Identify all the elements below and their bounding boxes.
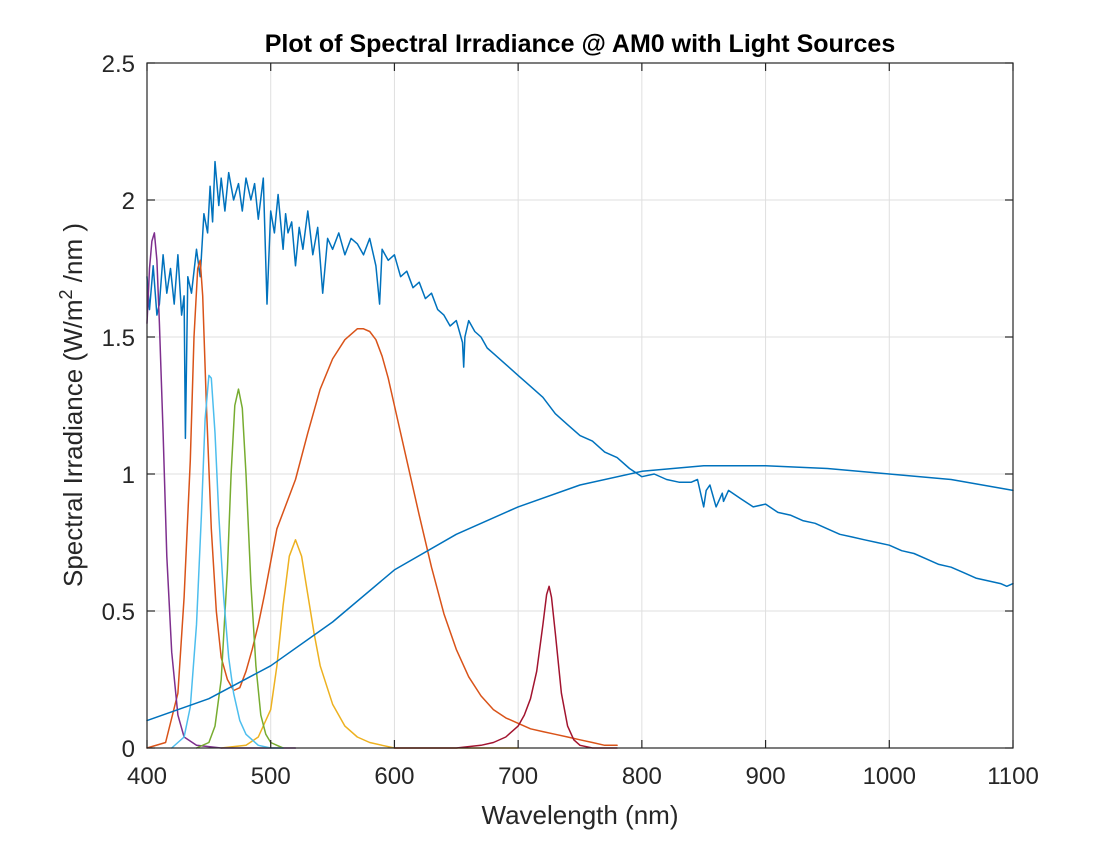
x-tick-label: 500 xyxy=(251,763,291,790)
y-tick-label: 1 xyxy=(122,462,135,489)
y-axis-label: Spectral Irradiance (W/m2 /nm ) xyxy=(56,223,88,587)
series-line-7 xyxy=(393,585,618,749)
series-line-2 xyxy=(146,259,618,749)
y-tick-label: 2 xyxy=(122,188,135,215)
x-tick-label: 600 xyxy=(374,763,414,790)
series-line-1 xyxy=(146,160,1014,588)
series-line-3 xyxy=(220,539,519,749)
x-tick-label: 400 xyxy=(127,763,167,790)
x-tick-label: 1100 xyxy=(987,763,1039,790)
series-layer xyxy=(146,160,1014,749)
x-tick-label: 1000 xyxy=(863,763,916,790)
x-axis-label: Wavelength (nm) xyxy=(482,800,679,830)
series-line-5 xyxy=(195,388,284,749)
x-tick-label: 900 xyxy=(746,763,786,790)
x-tick-label: 800 xyxy=(622,763,662,790)
tick-layer: 400 500 600 700 800 900 1000 1100 0 0.5 1 1.5 2 2.5 xyxy=(102,51,1039,790)
plot-area-frame xyxy=(146,62,1014,749)
series-line-6 xyxy=(170,374,284,749)
grid-layer xyxy=(147,63,1013,748)
series-line-4 xyxy=(146,232,297,749)
y-tick-label: 2.5 xyxy=(102,51,135,78)
x-tick-label: 700 xyxy=(498,763,538,790)
y-tick-label: 0.5 xyxy=(102,599,135,626)
y-tick-label: 0 xyxy=(122,736,135,763)
chart-title: Plot of Spectral Irradiance @ AM0 with L… xyxy=(265,30,896,58)
y-tick-label: 1.5 xyxy=(102,325,135,352)
series-line-8 xyxy=(146,465,1014,722)
